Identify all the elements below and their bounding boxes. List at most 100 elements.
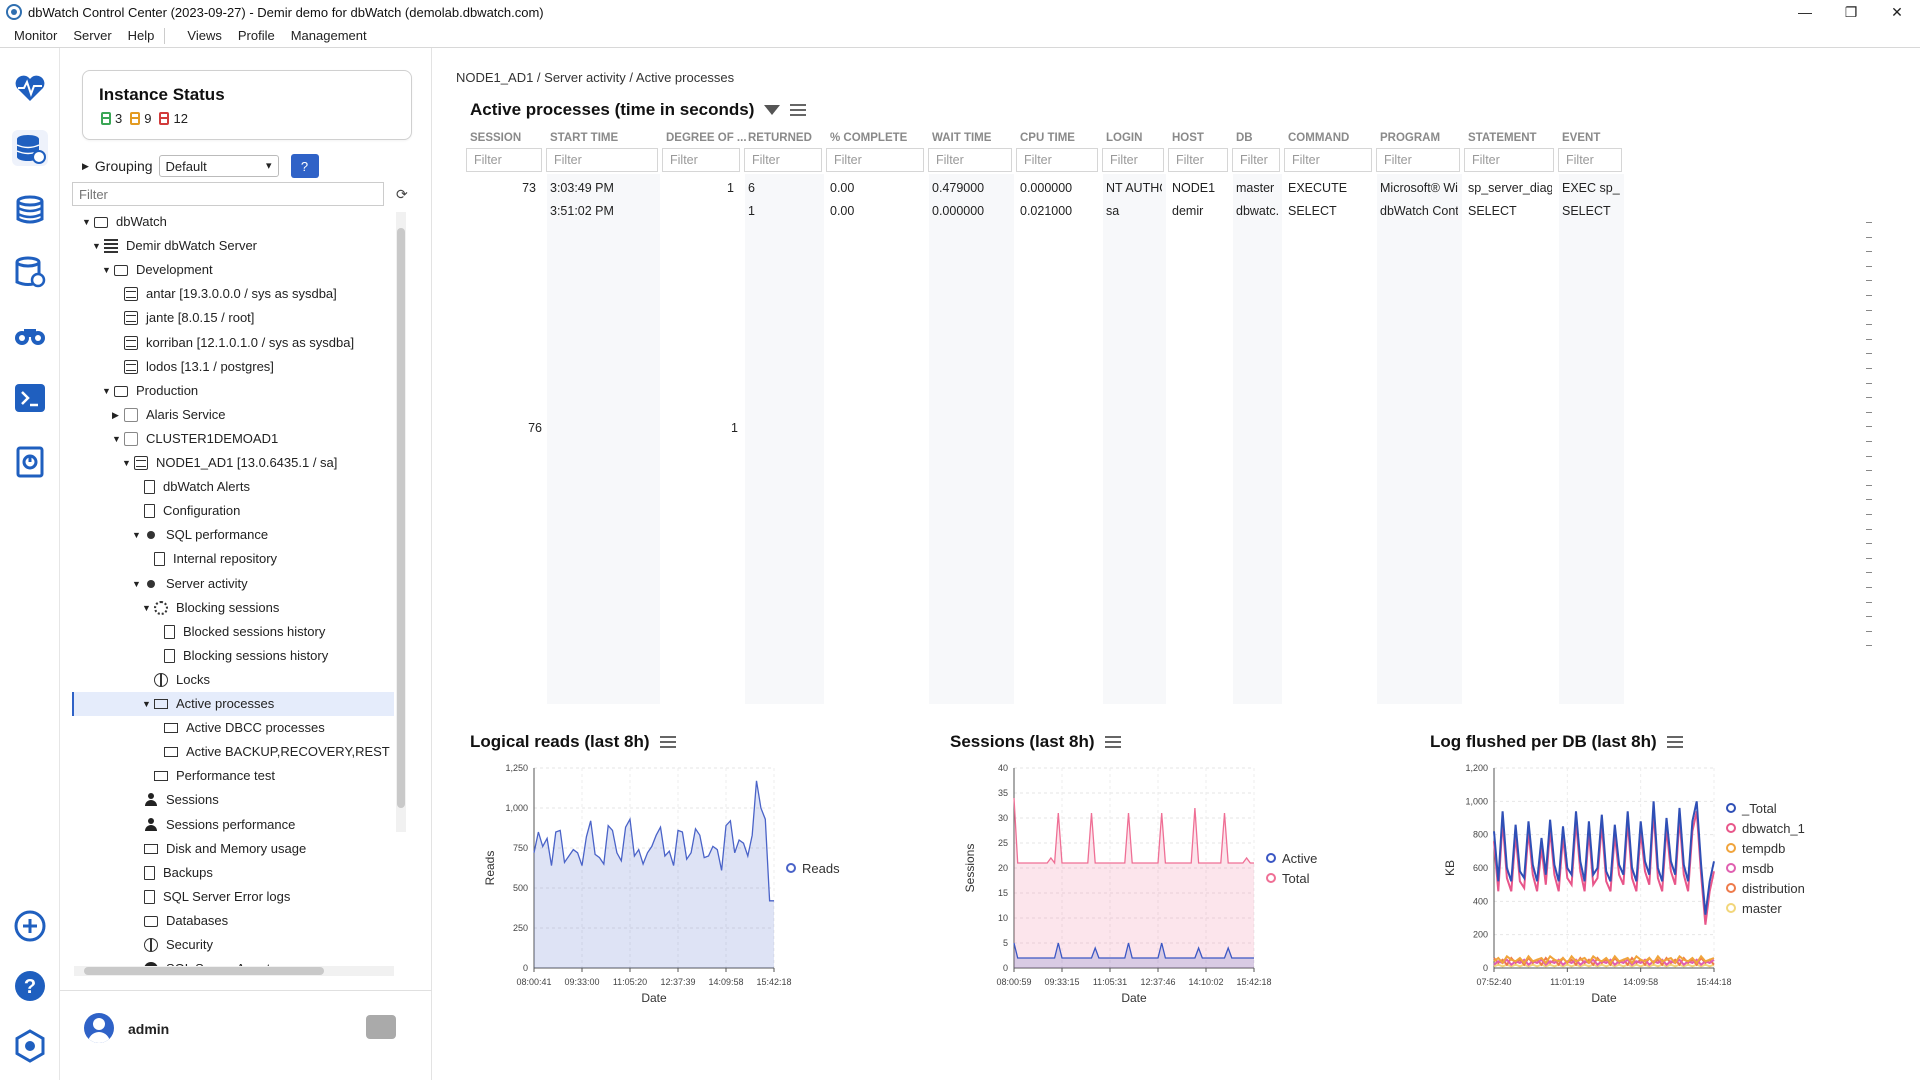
column-filter-input[interactable]: Filter: [928, 148, 1012, 172]
tree-item[interactable]: SQL Server Error logs: [72, 885, 394, 909]
tree-item[interactable]: Disk and Memory usage: [72, 837, 394, 861]
tree-item[interactable]: Sessions performance: [72, 813, 394, 837]
restore-button[interactable]: ❐: [1844, 3, 1858, 20]
chat-icon[interactable]: [366, 1015, 396, 1039]
column-header[interactable]: RETURNED: [748, 132, 812, 144]
tree-vertical-scrollbar[interactable]: [396, 212, 406, 832]
series-line-master[interactable]: [1493, 963, 1715, 968]
menu-views[interactable]: Views: [187, 28, 222, 43]
grid-cell[interactable]: 0.00: [830, 181, 855, 195]
filter-icon[interactable]: [764, 105, 781, 115]
instance-status-card[interactable]: Instance Status 3 9 12: [82, 70, 412, 140]
tree-item[interactable]: Internal repository: [72, 547, 394, 571]
tree-toggle-icon[interactable]: ▼: [132, 578, 141, 589]
help-icon[interactable]: ?: [12, 968, 48, 1004]
tree-item[interactable]: Backups: [72, 861, 394, 885]
column-header[interactable]: START TIME: [550, 132, 619, 144]
grid-cell[interactable]: 1: [748, 204, 755, 218]
grid-cell[interactable]: master: [1236, 181, 1275, 195]
terminal-icon[interactable]: [12, 380, 48, 416]
column-filter-input[interactable]: Filter: [466, 148, 542, 172]
grid-cell[interactable]: EXEC sp_s...: [1562, 181, 1620, 195]
legend-item[interactable]: master: [1726, 898, 1805, 918]
series-line-active[interactable]: [1013, 942, 1254, 959]
tree-toggle-icon[interactable]: ▼: [142, 699, 151, 709]
column-header[interactable]: DB: [1236, 132, 1253, 144]
tree-item[interactable]: Active BACKUP,RECOVERY,REST: [72, 740, 394, 764]
legend-item[interactable]: _Total: [1726, 798, 1805, 818]
tree-item[interactable]: ▼ Demir dbWatch Server: [72, 234, 394, 258]
column-header[interactable]: HOST: [1172, 132, 1204, 144]
column-header[interactable]: LOGIN: [1106, 132, 1143, 144]
tree-item[interactable]: antar [19.3.0.0.0 / sys as sysdba]: [72, 282, 394, 306]
database-clock-icon[interactable]: [12, 254, 48, 290]
column-filter-input[interactable]: Filter: [1168, 148, 1228, 172]
tree-toggle-icon[interactable]: ▼: [82, 217, 91, 227]
grid-cell[interactable]: SELECT: [1468, 204, 1517, 218]
grid-cell[interactable]: 6: [748, 181, 755, 195]
column-filter-input[interactable]: Filter: [1464, 148, 1554, 172]
tree-item[interactable]: Databases: [72, 909, 394, 933]
tree-item[interactable]: ▼ Production: [72, 379, 394, 403]
column-header[interactable]: STATEMENT: [1468, 132, 1537, 144]
tree-item[interactable]: Active DBCC processes: [72, 716, 394, 740]
tree-toggle-icon[interactable]: ▶: [112, 409, 119, 420]
grid-cell[interactable]: 0.00: [830, 204, 855, 218]
column-filter-input[interactable]: Filter: [744, 148, 822, 172]
column-header[interactable]: CPU TIME: [1020, 132, 1075, 144]
tree-item[interactable]: Blocked sessions history: [72, 620, 394, 644]
tree-item[interactable]: jante [8.0.15 / root]: [72, 306, 394, 330]
column-header[interactable]: PROGRAM: [1380, 132, 1441, 144]
column-filter-input[interactable]: Filter: [1284, 148, 1372, 172]
tree-item[interactable]: Locks: [72, 668, 394, 692]
column-header[interactable]: SESSION: [470, 132, 522, 144]
grid-cell[interactable]: 0.000000: [932, 204, 985, 218]
column-filter-input[interactable]: Filter: [662, 148, 740, 172]
grouping-expand-icon[interactable]: ▶: [82, 160, 89, 171]
chart-menu-icon[interactable]: [659, 736, 676, 748]
grid-cell[interactable]: NT AUTHO...: [1106, 181, 1162, 195]
tree-filter-input[interactable]: [72, 182, 384, 206]
binoculars-icon[interactable]: [12, 316, 48, 352]
menu-help[interactable]: Help: [127, 28, 155, 43]
column-filter-input[interactable]: Filter: [546, 148, 658, 172]
menu-icon[interactable]: [790, 104, 807, 116]
legend-item[interactable]: dbwatch_1: [1726, 818, 1805, 838]
refresh-icon[interactable]: ⟳: [396, 186, 408, 202]
tree-item[interactable]: ▼ Development: [72, 258, 394, 282]
column-header[interactable]: COMMAND: [1288, 132, 1350, 144]
series-line-reads[interactable]: [533, 780, 774, 902]
tree-item[interactable]: ▶ Alaris Service: [72, 403, 394, 427]
column-filter-input[interactable]: Filter: [1558, 148, 1622, 172]
column-filter-input[interactable]: Filter: [1102, 148, 1164, 172]
close-button[interactable]: ✕: [1891, 3, 1903, 20]
grouping-help-button[interactable]: ?: [290, 154, 319, 178]
tree-item[interactable]: ▼ dbWatch: [72, 210, 394, 234]
settings-icon[interactable]: [12, 1028, 48, 1064]
column-header[interactable]: EVENT: [1562, 132, 1601, 144]
tree-item[interactable]: Blocking sessions history: [72, 644, 394, 668]
chart-menu-icon[interactable]: [1666, 736, 1683, 748]
database-stack-icon[interactable]: [12, 192, 48, 228]
tree-toggle-icon[interactable]: ▼: [142, 602, 151, 613]
column-header[interactable]: WAIT TIME: [932, 132, 992, 144]
legend-item[interactable]: tempdb: [1726, 838, 1805, 858]
tree-item[interactable]: ▼ Server activity: [72, 572, 394, 596]
tree-item[interactable]: ▼ SQL performance: [72, 523, 394, 547]
avatar[interactable]: [84, 1013, 114, 1043]
column-header[interactable]: DEGREE OF ...: [666, 132, 747, 144]
legend-item[interactable]: Reads: [786, 858, 840, 878]
grid-cell[interactable]: sa: [1106, 204, 1120, 218]
report-chart-icon[interactable]: [12, 444, 48, 480]
menu-monitor[interactable]: Monitor: [14, 28, 58, 43]
menu-management[interactable]: Management: [290, 28, 367, 43]
grid-cell[interactable]: SELECT: [1288, 204, 1337, 218]
column-filter-input[interactable]: Filter: [1376, 148, 1460, 172]
add-icon[interactable]: [12, 908, 48, 944]
column-filter-input[interactable]: Filter: [1016, 148, 1098, 172]
column-filter-input[interactable]: Filter: [826, 148, 924, 172]
tree-item[interactable]: Configuration: [72, 499, 394, 523]
series-line-tempdb[interactable]: [1493, 954, 1715, 965]
tree-item[interactable]: Sessions: [72, 788, 394, 812]
tree-toggle-icon[interactable]: ▼: [112, 433, 121, 444]
